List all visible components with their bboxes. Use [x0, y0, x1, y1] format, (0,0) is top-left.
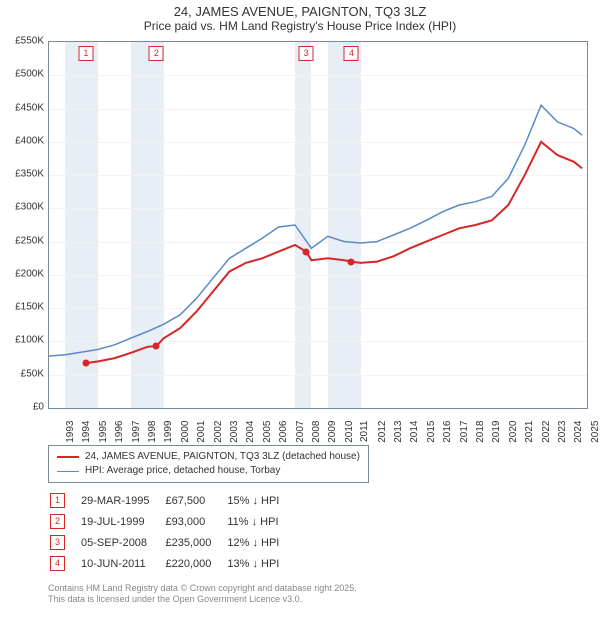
legend-item: 24, JAMES AVENUE, PAIGNTON, TQ3 3LZ (det… — [57, 450, 360, 464]
x-axis-tick: 2017 — [458, 419, 469, 441]
series-property — [86, 142, 582, 363]
y-axis-tick: £450K — [0, 102, 44, 113]
attribution-footer: Contains HM Land Registry data © Crown c… — [48, 583, 600, 606]
y-axis-tick: £250K — [0, 235, 44, 246]
x-axis-tick: 2012 — [376, 419, 387, 441]
x-axis-tick: 2006 — [278, 419, 289, 441]
x-axis-tick: 2016 — [442, 419, 453, 441]
legend-swatch — [57, 456, 79, 458]
series-hpi — [49, 105, 582, 356]
x-axis-tick: 2019 — [491, 419, 502, 441]
y-axis-tick: £150K — [0, 302, 44, 313]
legend-swatch — [57, 471, 79, 472]
x-axis-tick: 2008 — [311, 419, 322, 441]
legend: 24, JAMES AVENUE, PAIGNTON, TQ3 3LZ (det… — [48, 445, 369, 483]
x-axis-tick: 2005 — [262, 419, 273, 441]
sale-flag: 2 — [149, 46, 164, 61]
chart-lines — [49, 42, 587, 408]
x-axis-tick: 2025 — [590, 419, 600, 441]
y-axis-tick: £0 — [0, 402, 44, 413]
x-axis-tick: 1993 — [65, 419, 76, 441]
sale-marker — [303, 248, 310, 255]
chart-container: 1 2 3 4 £0 £50K £100K £150K £200K £250K £300K £350… — [0, 33, 600, 443]
sale-price: £93,000 — [165, 512, 225, 531]
x-axis-tick: 2020 — [508, 419, 519, 441]
sale-marker — [82, 360, 89, 367]
x-axis-tick: 2022 — [540, 419, 551, 441]
y-axis-tick: £100K — [0, 335, 44, 346]
sale-flag: 3 — [299, 46, 314, 61]
x-axis-tick: 2004 — [245, 419, 256, 441]
y-axis-tick: £500K — [0, 69, 44, 80]
x-axis-tick: 2011 — [359, 419, 370, 441]
x-axis-tick: 2015 — [426, 419, 437, 441]
sale-flag-icon: 3 — [50, 535, 65, 550]
sale-index: 1 — [50, 491, 79, 510]
y-axis-tick: £200K — [0, 268, 44, 279]
legend-item: HPI: Average price, detached house, Torb… — [57, 464, 360, 478]
sale-hpi-delta: 12% ↓ HPI — [227, 533, 293, 552]
sale-index: 2 — [50, 512, 79, 531]
legend-label: 24, JAMES AVENUE, PAIGNTON, TQ3 3LZ (det… — [85, 450, 360, 464]
table-row: 4 10-JUN-2011£220,00013% ↓ HPI — [50, 554, 293, 573]
x-axis-tick: 1999 — [163, 419, 174, 441]
sale-price: £235,000 — [165, 533, 225, 552]
sale-date: 29-MAR-1995 — [81, 491, 163, 510]
sale-flag-icon: 4 — [50, 556, 65, 571]
x-axis-tick: 2009 — [327, 419, 338, 441]
table-row: 3 05-SEP-2008£235,00012% ↓ HPI — [50, 533, 293, 552]
plot-area: 1 2 3 4 — [48, 41, 588, 409]
y-axis-tick: £300K — [0, 202, 44, 213]
y-axis-tick: £350K — [0, 169, 44, 180]
x-axis-tick: 1994 — [81, 419, 92, 441]
sale-marker — [348, 258, 355, 265]
x-axis-tick: 2013 — [393, 419, 404, 441]
x-axis-tick: 1997 — [130, 419, 141, 441]
x-axis-tick: 2000 — [180, 419, 191, 441]
sale-date: 10-JUN-2011 — [81, 554, 163, 573]
x-axis-tick: 1995 — [98, 419, 109, 441]
table-row: 2 19-JUL-1999£93,00011% ↓ HPI — [50, 512, 293, 531]
footer-line1: Contains HM Land Registry data © Crown c… — [48, 583, 600, 594]
y-axis-tick: £400K — [0, 135, 44, 146]
sale-price: £67,500 — [165, 491, 225, 510]
sale-index: 3 — [50, 533, 79, 552]
x-axis-tick: 2001 — [196, 419, 207, 441]
x-axis-tick: 2024 — [573, 419, 584, 441]
sale-index: 4 — [50, 554, 79, 573]
table-row: 1 29-MAR-1995£67,50015% ↓ HPI — [50, 491, 293, 510]
x-axis-tick: 2018 — [475, 419, 486, 441]
chart-title: 24, JAMES AVENUE, PAIGNTON, TQ3 3LZ Pric… — [0, 0, 600, 33]
footer-line2: This data is licensed under the Open Gov… — [48, 594, 600, 605]
x-axis-tick: 2003 — [229, 419, 240, 441]
x-axis-tick: 2014 — [409, 419, 420, 441]
sale-flag: 1 — [78, 46, 93, 61]
sales-table: 1 29-MAR-1995£67,50015% ↓ HPI 2 19-JUL-1999… — [48, 489, 295, 575]
sale-date: 05-SEP-2008 — [81, 533, 163, 552]
x-axis-tick: 2002 — [212, 419, 223, 441]
y-axis-tick: £50K — [0, 368, 44, 379]
sale-hpi-delta: 13% ↓ HPI — [227, 554, 293, 573]
sale-hpi-delta: 15% ↓ HPI — [227, 491, 293, 510]
title-subtitle: Price paid vs. HM Land Registry's House … — [0, 19, 600, 33]
sale-flag-icon: 1 — [50, 493, 65, 508]
y-axis-tick: £550K — [0, 36, 44, 47]
title-address: 24, JAMES AVENUE, PAIGNTON, TQ3 3LZ — [0, 4, 600, 19]
x-axis-tick: 2010 — [344, 419, 355, 441]
sale-price: £220,000 — [165, 554, 225, 573]
sale-date: 19-JUL-1999 — [81, 512, 163, 531]
legend-label: HPI: Average price, detached house, Torb… — [85, 464, 280, 478]
sale-flag: 4 — [344, 46, 359, 61]
x-axis-tick: 1998 — [147, 419, 158, 441]
x-axis-tick: 2023 — [557, 419, 568, 441]
sale-flag-icon: 2 — [50, 514, 65, 529]
x-axis-tick: 1996 — [114, 419, 125, 441]
x-axis-tick: 2021 — [524, 419, 535, 441]
sale-marker — [153, 343, 160, 350]
sale-hpi-delta: 11% ↓ HPI — [227, 512, 293, 531]
x-axis-tick: 2007 — [294, 419, 305, 441]
